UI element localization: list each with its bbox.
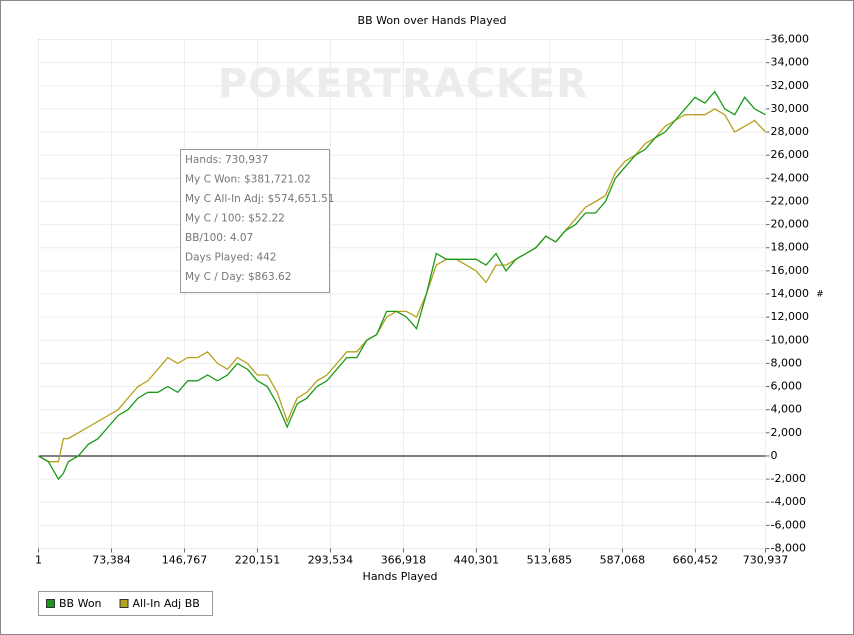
y-axis-label: # <box>816 290 824 300</box>
x-tick-label: 587,068 <box>600 554 646 567</box>
tooltip-line: BB/100: 4.07 <box>185 232 253 244</box>
legend-label: All-In Adj BB <box>133 597 200 610</box>
y-tick-label: 28,000 <box>771 125 810 138</box>
y-tick-label: 8,000 <box>771 356 803 369</box>
y-tick-label: -4,000 <box>771 495 806 508</box>
tooltip-box <box>180 149 330 293</box>
legend: BB Won All-In Adj BB <box>38 591 213 616</box>
chart-title: BB Won over Hands Played <box>358 14 507 27</box>
x-tick-label: 293,534 <box>308 554 354 567</box>
x-tick-label: 660,452 <box>673 554 719 567</box>
x-tick-label: 366,918 <box>381 554 427 567</box>
legend-label: BB Won <box>59 597 102 610</box>
x-tick-label: 1 <box>35 554 42 567</box>
y-tick-label: 4,000 <box>771 403 803 416</box>
plot: -8,000 -6,000 -4,000 -2,000 0 2,000 4,000 6,000… <box>35 33 809 567</box>
x-tick-label: 440,301 <box>454 554 500 567</box>
x-tick-label: 730,937 <box>743 554 789 567</box>
x-tick-label: 73,384 <box>92 554 131 567</box>
legend-swatch <box>46 599 55 608</box>
y-tick-label: -6,000 <box>771 518 806 531</box>
y-tick-label: 10,000 <box>771 333 810 346</box>
y-tick-label: 22,000 <box>771 194 810 207</box>
y-tick-label: 16,000 <box>771 264 810 277</box>
y-tick-label: 30,000 <box>771 102 810 115</box>
y-tick-label: 6,000 <box>771 380 803 393</box>
tooltip: Hands: 730,937 My C Won: $381,721.02 My C … <box>180 149 334 293</box>
y-tick-label: 18,000 <box>771 241 810 254</box>
y-tick-label: 14,000 <box>771 287 810 300</box>
y-tick-label: 0 <box>771 449 778 462</box>
y-tick-label: 36,000 <box>771 33 810 46</box>
x-tick-label: 513,685 <box>527 554 573 567</box>
x-tick-label: 146,767 <box>162 554 208 567</box>
tooltip-line: My C All-In Adj: $574,651.51 <box>185 193 334 205</box>
y-tick-label: 24,000 <box>771 171 810 184</box>
y-tick-label: 26,000 <box>771 148 810 161</box>
y-tick-label: -8,000 <box>771 542 806 555</box>
y-tick-label: 2,000 <box>771 426 803 439</box>
legend-swatch <box>119 599 129 608</box>
x-axis-label: Hands Played <box>363 570 438 583</box>
watermark: POKERTRACKER <box>218 61 588 107</box>
x-tick-label: 220,151 <box>235 554 281 567</box>
tooltip-line: My C / Day: $863.62 <box>185 271 291 283</box>
tooltip-line: Days Played: 442 <box>185 252 276 264</box>
y-tick-label: 12,000 <box>771 310 810 323</box>
series-line <box>38 90 766 481</box>
y-tick-label: 32,000 <box>771 79 810 92</box>
tooltip-line: My C / 100: $52.22 <box>185 213 285 225</box>
y-tick-label: 34,000 <box>771 56 810 69</box>
y-tick-label: -2,000 <box>771 472 806 485</box>
tooltip-line: Hands: 730,937 <box>185 154 268 166</box>
y-tick-label: 20,000 <box>771 218 810 231</box>
tooltip-line: My C Won: $381,721.02 <box>185 174 311 186</box>
